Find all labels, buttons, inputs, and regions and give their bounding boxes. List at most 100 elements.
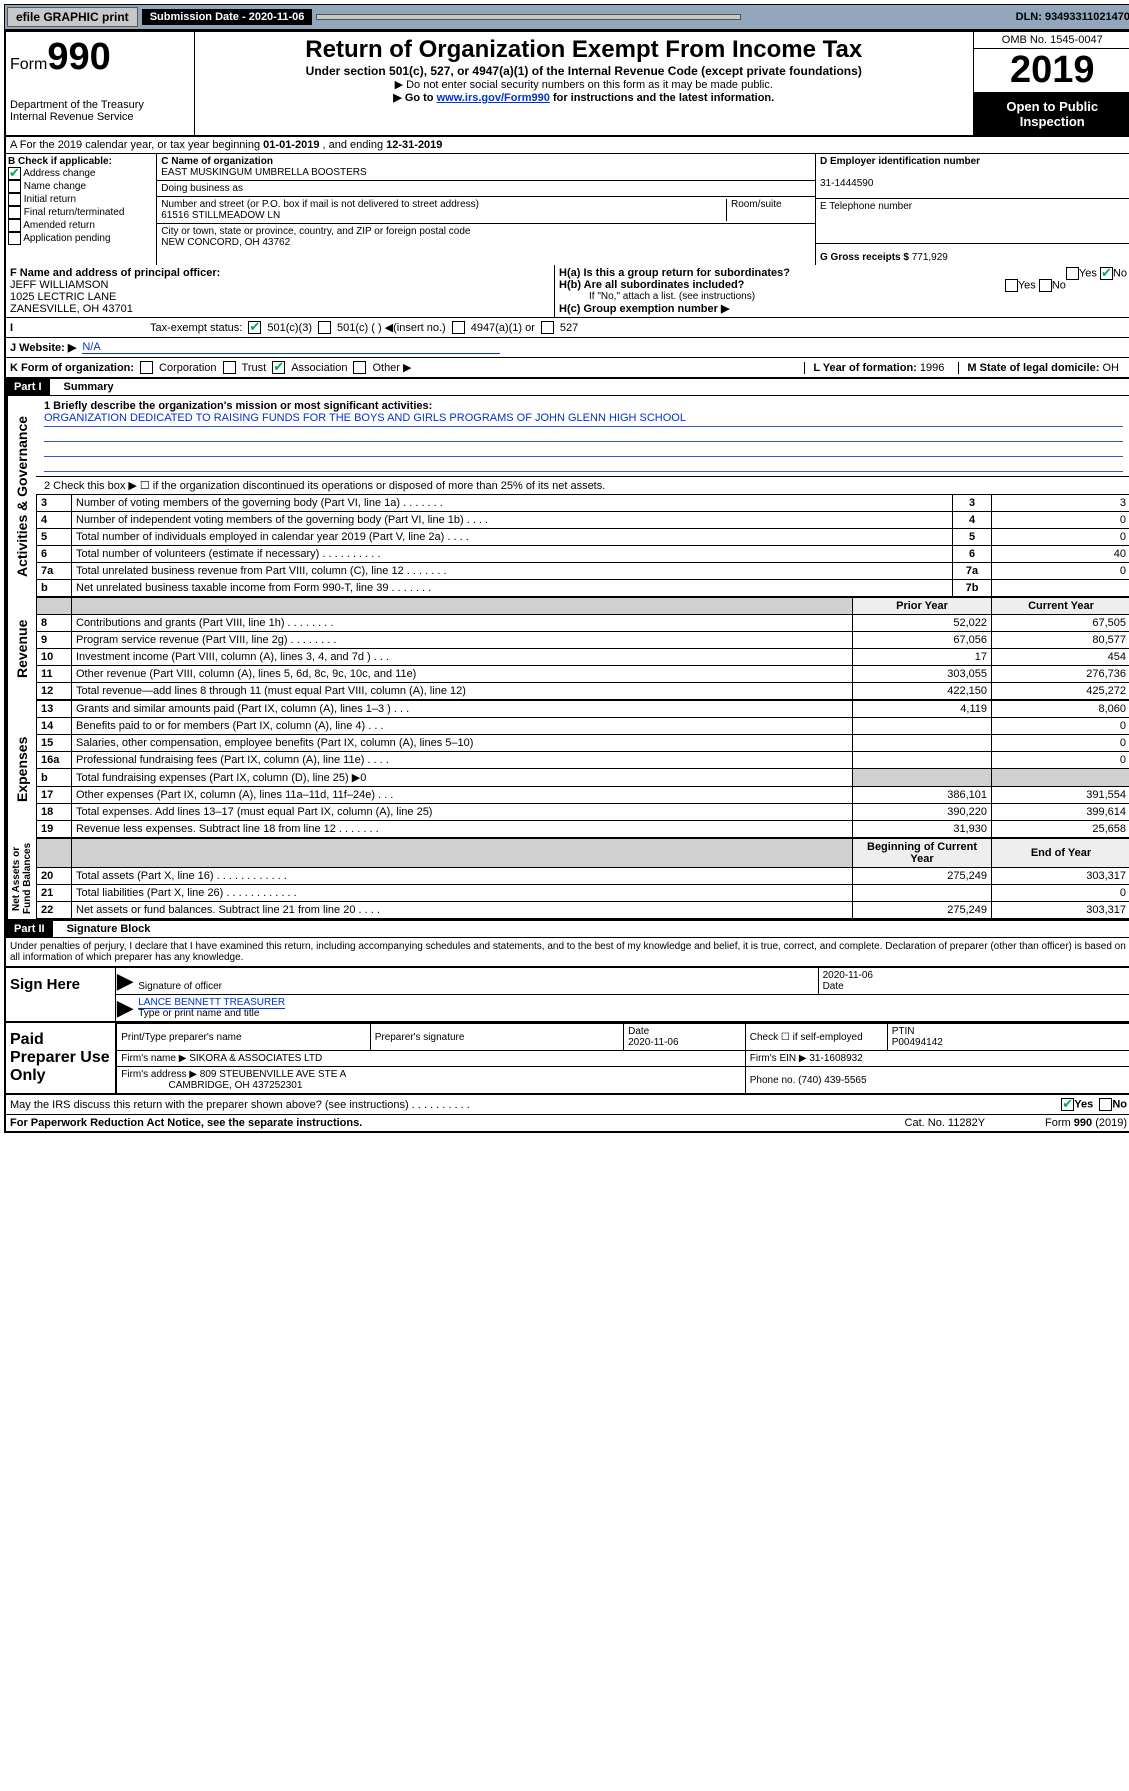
boxb-item: Final return/terminated [8, 206, 154, 219]
firm-addr: 809 STEUBENVILLE AVE STE A [200, 1069, 347, 1080]
vtab-governance: Activities & Governance [6, 396, 36, 597]
prep-name-label: Print/Type preparer's name [121, 1032, 241, 1043]
main-title: Return of Organization Exempt From Incom… [199, 36, 969, 64]
city-state-zip: NEW CONCORD, OH 43762 [161, 237, 290, 248]
cat-no: Cat. No. 11282Y [905, 1117, 986, 1129]
year-formation-label: L Year of formation: [813, 362, 917, 374]
check-4947[interactable] [452, 321, 465, 334]
efile-btn[interactable]: efile GRAPHIC print [7, 7, 138, 27]
ptin-value: P00494142 [892, 1037, 943, 1048]
sig-date-value: 2020-11-06 [823, 970, 873, 981]
revenue-section: Revenue Prior YearCurrent Year8Contribut… [4, 597, 1129, 700]
hb-yes: Yes [1018, 279, 1036, 291]
hb-note: If "No," attach a list. (see instruction… [559, 291, 1127, 302]
phone-label: E Telephone number [820, 201, 912, 212]
perjury-text: Under penalties of perjury, I declare th… [4, 938, 1129, 967]
vtab-expenses: Expenses [6, 700, 36, 838]
part1-title: Summary [56, 381, 114, 393]
sign-here-section: Sign Here ▶ Signature of officer 2020-11… [4, 967, 1129, 1023]
officer-name: JEFF WILLIAMSON [10, 279, 108, 291]
part2-title: Signature Block [59, 923, 151, 935]
omb-number: OMB No. 1545-0047 [974, 32, 1129, 49]
discuss-yes-check[interactable] [1061, 1098, 1074, 1111]
goto-pre: ▶ Go to [393, 92, 436, 104]
discuss-yes: Yes [1074, 1098, 1093, 1110]
tax-year: 2019 [974, 49, 1129, 93]
dept-treasury: Department of the Treasury Internal Reve… [10, 99, 190, 123]
check-assoc[interactable] [272, 361, 285, 374]
section-fh: F Name and address of principal officer:… [4, 265, 1129, 318]
hc-label: H(c) Group exemption number ▶ [559, 303, 729, 315]
sig-officer-label: Signature of officer [138, 981, 222, 992]
hb-label: H(b) Are all subordinates included? [559, 279, 744, 291]
boxb-item: Name change [8, 180, 154, 193]
opt-corp: Corporation [159, 362, 216, 374]
check-501c[interactable] [318, 321, 331, 334]
mission-blank2 [44, 442, 1123, 457]
opt-501c: 501(c) ( ) ◀(insert no.) [337, 321, 446, 334]
addr-label: Number and street (or P.O. box if mail i… [161, 199, 479, 210]
opt-assoc: Association [291, 362, 347, 374]
hb-no-check[interactable] [1039, 279, 1052, 292]
opt-527: 527 [560, 322, 578, 334]
open-public: Open to Public Inspection [974, 93, 1129, 135]
vtab-revenue: Revenue [6, 597, 36, 700]
check-501c3[interactable] [248, 321, 261, 334]
firm-city: CAMBRIDGE, OH 437252301 [168, 1080, 302, 1091]
submission-date: Submission Date - 2020-11-06 [142, 9, 313, 25]
form-org-label: K Form of organization: [10, 362, 134, 374]
check-other[interactable] [353, 361, 366, 374]
form-990: 990 [47, 36, 110, 78]
preparer-table: Print/Type preparer's name Preparer's si… [116, 1023, 1129, 1093]
hb-yes-check[interactable] [1005, 279, 1018, 292]
goto-post: for instructions and the latest informat… [550, 92, 774, 104]
ha-yes-check[interactable] [1066, 267, 1079, 280]
officer-label: F Name and address of principal officer: [10, 267, 220, 279]
check-trust[interactable] [223, 361, 236, 374]
check-527[interactable] [541, 321, 554, 334]
line-a-mid: , and ending [323, 139, 387, 151]
boxb-check[interactable] [8, 219, 21, 232]
note-link: ▶ Go to www.irs.gov/Form990 for instruct… [199, 91, 969, 104]
prep-date-value: 2020-11-06 [628, 1037, 678, 1048]
subtitle: Under section 501(c), 527, or 4947(a)(1)… [199, 64, 969, 78]
box-b: B Check if applicable: Address change Na… [6, 154, 157, 265]
governance-section: Activities & Governance 1 Briefly descri… [4, 396, 1129, 597]
opt-other: Other ▶ [372, 361, 411, 374]
irs-link[interactable]: www.irs.gov/Form990 [437, 92, 550, 104]
line-2: 2 Check this box ▶ ☐ if the organization… [36, 477, 1129, 494]
prep-sig-label: Preparer's signature [375, 1032, 465, 1043]
dba-label: Doing business as [161, 183, 243, 194]
arrow-icon: ▶ [116, 968, 134, 994]
tax-status-i: I [10, 322, 144, 334]
pra-notice: For Paperwork Reduction Act Notice, see … [10, 1117, 362, 1129]
sign-here-label: Sign Here [6, 968, 116, 1021]
ha-no-check[interactable] [1100, 267, 1113, 280]
boxb-check[interactable] [8, 167, 21, 180]
part1-header: Part I [6, 379, 50, 395]
boxb-check[interactable] [8, 193, 21, 206]
netassets-table: Beginning of Current YearEnd of Year20To… [36, 838, 1129, 919]
expenses-table: 13Grants and similar amounts paid (Part … [36, 700, 1129, 838]
street-address: 61516 STILLMEADOW LN [161, 210, 280, 221]
ha-yes: Yes [1079, 267, 1097, 279]
discuss-no-check[interactable] [1099, 1098, 1112, 1111]
boxb-check[interactable] [8, 232, 21, 245]
opt-4947: 4947(a)(1) or [471, 322, 535, 334]
revenue-table: Prior YearCurrent Year8Contributions and… [36, 597, 1129, 700]
firm-phone-label: Phone no. [750, 1075, 796, 1086]
gross-label: G Gross receipts $ [820, 252, 909, 263]
year-begin: 01-01-2019 [263, 139, 319, 151]
sig-date-label: Date [823, 981, 844, 992]
boxb-check[interactable] [8, 180, 21, 193]
footer: For Paperwork Reduction Act Notice, see … [4, 1115, 1129, 1133]
boxb-check[interactable] [8, 206, 21, 219]
ha-label: H(a) Is this a group return for subordin… [559, 267, 790, 279]
boxb-item: Amended return [8, 219, 154, 232]
check-corp[interactable] [140, 361, 153, 374]
ein-value: 31-1444590 [820, 178, 873, 189]
netassets-section: Net Assets or Fund Balances Beginning of… [4, 838, 1129, 921]
year-end: 12-31-2019 [386, 139, 442, 151]
line-a-pre: A For the 2019 calendar year, or tax yea… [10, 139, 263, 151]
firm-addr-label: Firm's address ▶ [121, 1069, 197, 1080]
